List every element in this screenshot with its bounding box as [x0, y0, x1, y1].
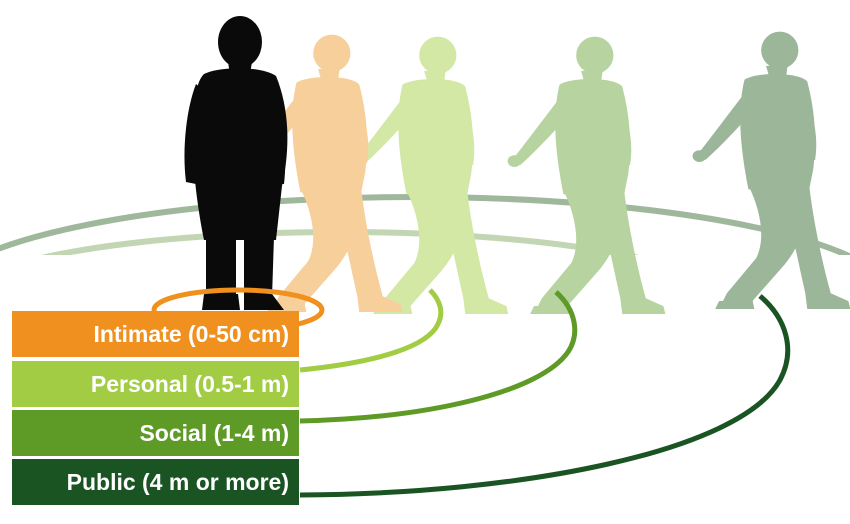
zone-label-intimate: Intimate (0-50 cm)	[12, 311, 299, 357]
person-intimate	[184, 16, 288, 310]
person-public-near	[507, 36, 666, 314]
zone-label-social: Social (1-4 m)	[12, 410, 299, 456]
people	[184, 16, 850, 314]
person-public-far	[692, 31, 850, 309]
zone-rings	[151, 287, 791, 498]
zone-label-personal: Personal (0.5-1 m)	[12, 361, 299, 407]
ring-social	[299, 290, 578, 424]
ring-public	[299, 294, 791, 498]
ring-personal	[299, 288, 444, 373]
zone-label-public: Public (4 m or more)	[12, 459, 299, 505]
